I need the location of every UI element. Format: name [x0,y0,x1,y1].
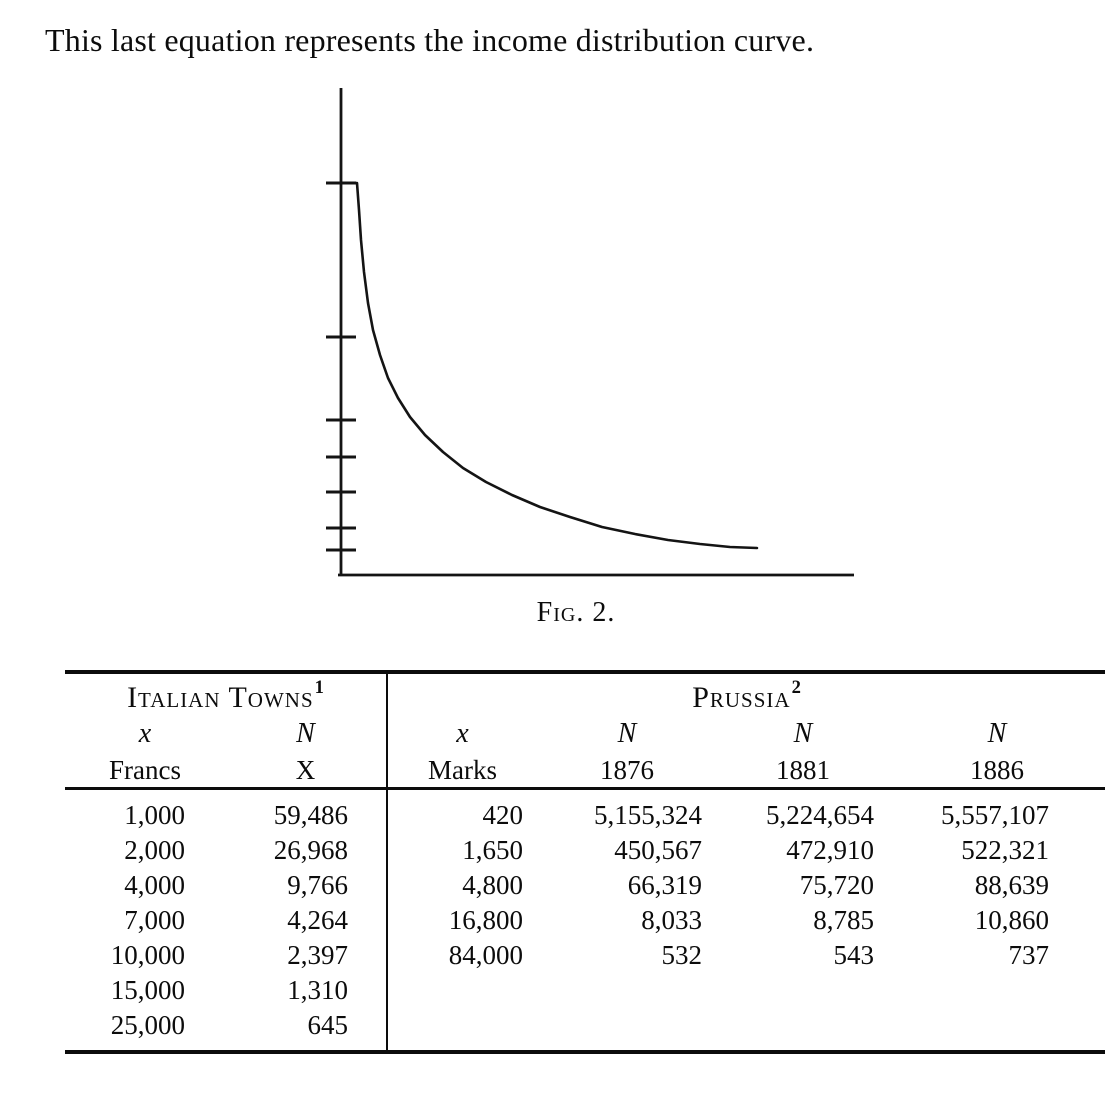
section-title-text: Prussia [692,681,791,714]
table-cell: 5,557,107 [941,800,1050,830]
table-cell: 450,567 [614,835,702,865]
table-cell: 522,321 [961,835,1050,865]
distribution-curve [339,181,759,550]
table-cell: 645 [307,1010,349,1040]
table-cell: 66,319 [627,870,702,900]
column-unit-header: 1876 [537,753,717,790]
table-cell: 25,000 [110,1010,185,1040]
table-cell: 59,486 [273,800,348,830]
table-cell: 88,639 [974,870,1050,900]
table-row: 10,000 2,397 84,000 532 543 737 [65,938,1105,973]
table-cell [386,1008,537,1052]
table-cell: 1,000 [124,800,185,830]
table-cell: 84,000 [386,938,537,973]
table-cell: 4,000 [124,870,185,900]
table-cell: 9,766 [287,870,348,900]
table-cell: 2,000 [124,835,185,865]
section-title-prussia: Prussia2 [385,672,1106,715]
section-title-row: Italian Towns1 Prussia2 [65,672,1106,715]
table-cell [717,973,889,1008]
table-cell: 4,800 [386,868,537,903]
column-unit-header: Marks [386,753,537,790]
table-cell [386,973,537,1008]
table-cell [537,973,717,1008]
table-cell: 75,720 [799,870,874,900]
table-cell: 4,264 [287,905,348,935]
table-cell: 420 [386,788,537,833]
table-cell: 2,397 [287,940,348,970]
footnote-marker: 1 [314,677,325,699]
table-cell: 472,910 [786,835,874,865]
table-cell [537,1008,717,1052]
table-cell: 737 [1008,940,1050,970]
table-cell: 8,785 [813,905,874,935]
table-cell: 15,000 [110,975,185,1005]
figure-caption: Fig. 2. [536,597,616,628]
table-cell [717,1008,889,1052]
table-cell: 1,310 [287,975,348,1005]
table-cell [889,1008,1105,1052]
table-cell: 543 [833,940,875,970]
column-unit-header: X [225,753,387,790]
table-body: 1,000 59,486 420 5,155,324 5,224,654 5,557,10… [65,788,1105,1052]
column-variable-header: N [296,718,315,749]
table-cell: 10,000 [110,940,185,970]
section-title-text: Italian Towns [127,681,314,714]
table-cell: 7,000 [124,905,185,935]
column-variable-header: N [987,718,1007,749]
section-title-italian-towns: Italian Towns1 [65,672,387,715]
table-cell: 10,860 [974,905,1050,935]
table-cell: 1,650 [386,833,537,868]
income-distribution-figure [326,88,854,577]
table-cell: 5,224,654 [766,800,874,830]
table-cell: 16,800 [386,903,537,938]
table-row: 7,000 4,264 16,800 8,033 8,785 10,860 [65,903,1105,938]
column-variable-header: x [138,718,152,749]
unit-header-row: Francs X Marks 1876 1881 1886 [65,753,1106,790]
table-cell: 8,033 [641,905,702,935]
column-variable-header: N [793,718,813,749]
column-variable-header: x [386,715,537,753]
table-row: 4,000 9,766 4,800 66,319 75,720 88,639 [65,868,1105,903]
footnote-marker: 2 [791,677,802,699]
table-cell: 532 [661,940,703,970]
table-row: 1,000 59,486 420 5,155,324 5,224,654 5,557,10… [65,788,1105,833]
intro-text: This last equation represents the income… [45,22,815,58]
table-row: 25,000 645 [65,1008,1105,1052]
column-unit-header: 1886 [889,753,1106,790]
column-unit-header: 1881 [717,753,889,790]
table-row: 15,000 1,310 [65,973,1105,1008]
table-cell [889,973,1105,1008]
table-row: 2,000 26,968 1,650 450,567 472,910 522,321 [65,833,1105,868]
column-variable-header: N [617,718,637,749]
column-unit-header: Francs [65,753,225,790]
table-cell: 26,968 [273,835,348,865]
table-cell: 5,155,324 [594,800,702,830]
